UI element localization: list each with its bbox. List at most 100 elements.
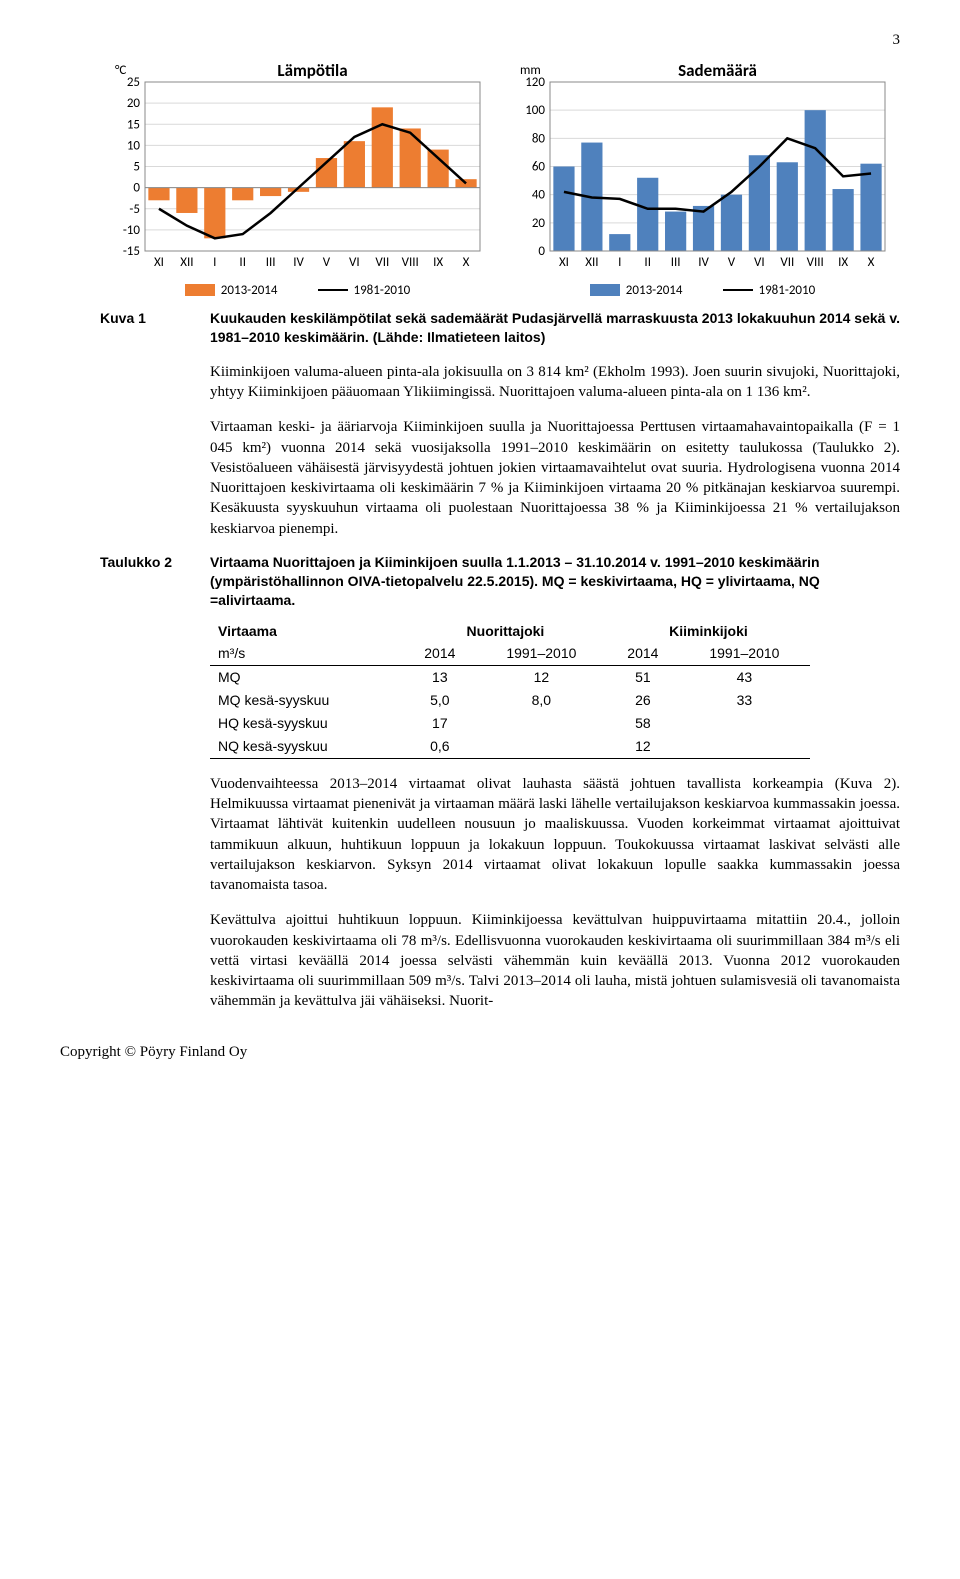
svg-text:60: 60 bbox=[532, 160, 546, 175]
table-cell: 12 bbox=[607, 735, 679, 758]
paragraph-2: Virtaaman keski- ja ääriarvoja Kiiminkij… bbox=[210, 417, 900, 539]
table-subcol-4: 1991–2010 bbox=[679, 642, 810, 665]
svg-text:VIII: VIII bbox=[807, 255, 824, 270]
paragraph-1: Kiiminkijoen valuma-alueen pinta-ala jok… bbox=[210, 362, 900, 403]
svg-text:5: 5 bbox=[133, 160, 140, 175]
table2-label: Taulukko 2 bbox=[100, 553, 210, 610]
table-cell: 17 bbox=[404, 712, 476, 735]
svg-text:III: III bbox=[671, 255, 681, 270]
svg-text:Sademäärä: Sademäärä bbox=[678, 60, 757, 81]
svg-text:IX: IX bbox=[838, 255, 848, 270]
table-cell: 33 bbox=[679, 689, 810, 712]
table-cell: NQ kesä-syyskuu bbox=[210, 735, 404, 758]
svg-text:III: III bbox=[266, 255, 276, 270]
table-cell: MQ kesä-syyskuu bbox=[210, 689, 404, 712]
table-row: HQ kesä-syyskuu17 58 bbox=[210, 712, 810, 735]
svg-text:-5: -5 bbox=[129, 202, 140, 217]
table-cell bbox=[476, 712, 607, 735]
table-row: NQ kesä-syyskuu0,6 12 bbox=[210, 735, 810, 758]
svg-text:10: 10 bbox=[127, 139, 141, 154]
svg-text:II: II bbox=[644, 255, 651, 270]
svg-text:IX: IX bbox=[433, 255, 443, 270]
svg-text:-10: -10 bbox=[123, 223, 141, 238]
svg-text:IV: IV bbox=[293, 255, 304, 270]
table-cell: 51 bbox=[607, 666, 679, 689]
table-cell: 43 bbox=[679, 666, 810, 689]
temperature-chart-svg: -15-10-50510152025XIXIIIIIIIIIVVVIVIIVII… bbox=[100, 58, 490, 273]
svg-text:XII: XII bbox=[585, 255, 598, 270]
legend-bar-prec: 2013-2014 bbox=[590, 282, 683, 300]
table-col-3: Kiiminkijoki bbox=[607, 620, 810, 643]
table-row: MQ kesä-syyskuu5,08,02633 bbox=[210, 689, 810, 712]
paragraph-3: Vuodenvaihteessa 2013–2014 virtaamat oli… bbox=[210, 774, 900, 896]
table-subcol-3: 2014 bbox=[607, 642, 679, 665]
precipitation-chart: 020406080100120XIXIIIIIIIIIVVVIVIIVIIIIX… bbox=[505, 58, 900, 299]
page-number: 3 bbox=[100, 30, 900, 50]
legend-bar-label: 2013-2014 bbox=[626, 282, 683, 300]
table-subheader-row: m³/s 2014 1991–2010 2014 1991–2010 bbox=[210, 642, 810, 665]
paragraph-4: Kevättulva ajoittui huhtikuun loppuun. K… bbox=[210, 910, 900, 1011]
legend-line-swatch bbox=[723, 289, 753, 291]
svg-text:15: 15 bbox=[127, 118, 140, 133]
table-row: MQ13125143 bbox=[210, 666, 810, 689]
legend-bar-swatch bbox=[185, 284, 215, 296]
table-cell: MQ bbox=[210, 666, 404, 689]
svg-text:X: X bbox=[868, 255, 875, 270]
svg-text:VIII: VIII bbox=[402, 255, 419, 270]
table-cell: 5,0 bbox=[404, 689, 476, 712]
table2: Virtaama Nuorittajoki Kiiminkijoki m³/s … bbox=[210, 620, 810, 759]
svg-text:40: 40 bbox=[532, 188, 546, 203]
svg-text:XI: XI bbox=[154, 255, 164, 270]
table2-text: Virtaama Nuorittajoen ja Kiiminkijoen su… bbox=[210, 553, 900, 610]
svg-text:VII: VII bbox=[375, 255, 389, 270]
legend-line-swatch bbox=[318, 289, 348, 291]
svg-text:VII: VII bbox=[780, 255, 794, 270]
legend-bar-temp: 2013-2014 bbox=[185, 282, 278, 300]
table-cell: 8,0 bbox=[476, 689, 607, 712]
figure1-label: Kuva 1 bbox=[100, 309, 210, 347]
legend-line-temp: 1981-2010 bbox=[318, 282, 411, 300]
svg-text:I: I bbox=[213, 255, 216, 270]
figure1-caption: Kuva 1 Kuukauden keskilämpötilat sekä sa… bbox=[100, 309, 900, 347]
table2-heading: Taulukko 2 Virtaama Nuorittajoen ja Kiim… bbox=[100, 553, 900, 610]
figure1-text: Kuukauden keskilämpötilat sekä sademäärä… bbox=[210, 309, 900, 347]
svg-text:0: 0 bbox=[538, 244, 545, 259]
svg-text:XII: XII bbox=[180, 255, 193, 270]
table-cell: HQ kesä-syyskuu bbox=[210, 712, 404, 735]
table-cell: 0,6 bbox=[404, 735, 476, 758]
table-subcol-1: 2014 bbox=[404, 642, 476, 665]
table-cell: 13 bbox=[404, 666, 476, 689]
legend-line-prec: 1981-2010 bbox=[723, 282, 816, 300]
table-cell bbox=[476, 735, 607, 758]
legend-bar-label: 2013-2014 bbox=[221, 282, 278, 300]
temperature-legend: 2013-2014 1981-2010 bbox=[100, 282, 495, 300]
table-col-0: Virtaama bbox=[210, 620, 404, 643]
legend-bar-swatch bbox=[590, 284, 620, 296]
svg-text:20: 20 bbox=[532, 216, 546, 231]
temperature-chart: -15-10-50510152025XIXIIIIIIIIIVVVIVIIVII… bbox=[100, 58, 495, 299]
svg-text:0: 0 bbox=[133, 181, 140, 196]
precipitation-legend: 2013-2014 1981-2010 bbox=[505, 282, 900, 300]
svg-text:100: 100 bbox=[525, 103, 545, 118]
charts-row: -15-10-50510152025XIXIIIIIIIIIVVVIVIIVII… bbox=[100, 58, 900, 299]
svg-text:25: 25 bbox=[127, 75, 140, 90]
svg-text:20: 20 bbox=[127, 96, 141, 111]
precipitation-chart-svg: 020406080100120XIXIIIIIIIIIVVVIVIIVIIIIX… bbox=[505, 58, 895, 273]
svg-text:VI: VI bbox=[754, 255, 765, 270]
svg-text:VI: VI bbox=[349, 255, 360, 270]
table-subcol-0: m³/s bbox=[210, 642, 404, 665]
svg-text:Lämpötila: Lämpötila bbox=[277, 60, 347, 81]
legend-line-label: 1981-2010 bbox=[759, 282, 816, 300]
svg-text:IV: IV bbox=[698, 255, 709, 270]
svg-text:80: 80 bbox=[532, 132, 546, 147]
table-header-row: Virtaama Nuorittajoki Kiiminkijoki bbox=[210, 620, 810, 643]
table-cell bbox=[679, 712, 810, 735]
svg-text:XI: XI bbox=[559, 255, 569, 270]
table-cell: 12 bbox=[476, 666, 607, 689]
svg-text:-15: -15 bbox=[123, 244, 140, 259]
svg-text:V: V bbox=[323, 255, 331, 270]
svg-text:mm: mm bbox=[520, 63, 541, 78]
legend-line-label: 1981-2010 bbox=[354, 282, 411, 300]
table-subcol-2: 1991–2010 bbox=[476, 642, 607, 665]
table-cell: 58 bbox=[607, 712, 679, 735]
